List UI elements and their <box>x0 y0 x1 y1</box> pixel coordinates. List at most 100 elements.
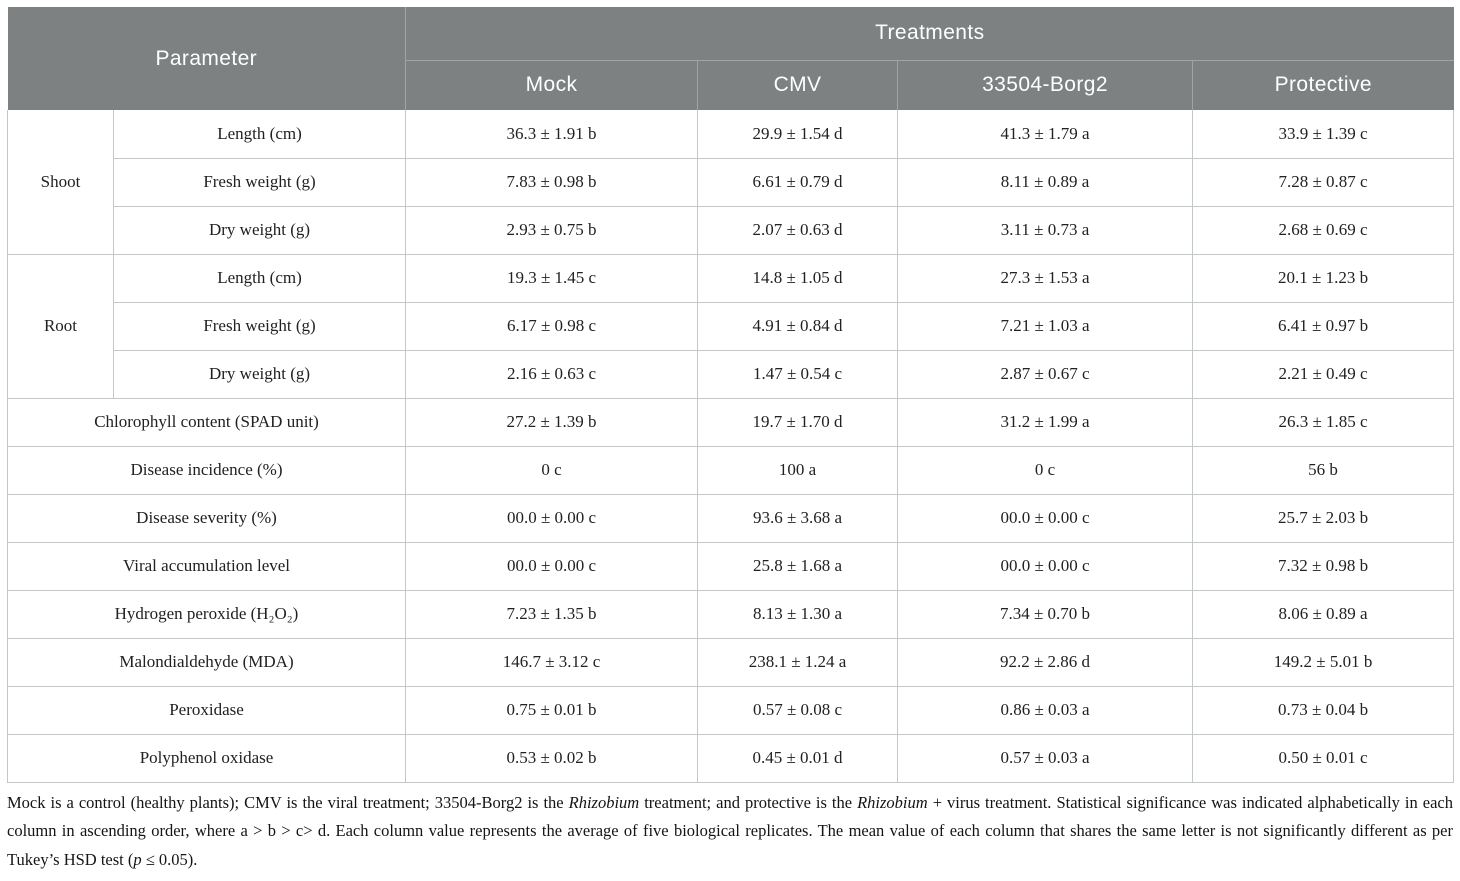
parameter-cell: Disease severity (%) <box>6 493 407 543</box>
table-row: Polyphenol oxidase 0.53 ± 0.02 b 0.45 ± 0.… <box>6 733 1455 783</box>
value-cell: 7.83 ± 0.98 b <box>405 157 699 207</box>
value-cell: 100 a <box>697 445 899 495</box>
value-cell: 7.23 ± 1.35 b <box>405 589 699 639</box>
footnote-text-segment: + virus treatment. Statistical significa… <box>7 792 1453 869</box>
value-cell: 31.2 ± 1.99 a <box>897 397 1194 447</box>
group-cell: Root <box>7 253 114 399</box>
table-row: Dry weight (g) 2.16 ± 0.63 c 1.47 ± 0.54 c… <box>8 349 1455 399</box>
value-cell: 19.3 ± 1.45 c <box>405 253 699 303</box>
value-cell: 0.53 ± 0.02 b <box>405 733 699 783</box>
table-row: Root Length (cm) 19.3 ± 1.45 c 14.8 ± 1.05 … <box>7 253 1455 399</box>
footnote-text-segment: treatment; and protective is the <box>639 792 858 812</box>
value-cell: 56 b <box>1192 445 1455 495</box>
value-cell: 25.7 ± 2.03 b <box>1192 493 1455 543</box>
value-cell: 146.7 ± 3.12 c <box>405 637 699 687</box>
table-row: Chlorophyll content (SPAD unit) 27.2 ± 1.… <box>6 397 1455 447</box>
value-cell: 2.16 ± 0.63 c <box>405 349 699 399</box>
value-cell: 29.9 ± 1.54 d <box>697 110 899 159</box>
value-cell: 0.50 ± 0.01 c <box>1192 733 1455 783</box>
value-cell: 41.3 ± 1.79 a <box>897 110 1194 159</box>
value-cell: 1.47 ± 0.54 c <box>697 349 899 399</box>
table-row: Hydrogen peroxide (H₂O₂) 7.23 ± 1.35 b 8.1… <box>6 589 1455 639</box>
table-row: Peroxidase 0.75 ± 0.01 b 0.57 ± 0.08 c 0.86… <box>6 685 1455 735</box>
parameter-cell: Length (cm) <box>112 253 407 303</box>
table-header: Parameter Treatments Mock CMV 33504-Borg… <box>7 7 1454 110</box>
footnote-text-segment: p <box>133 849 142 869</box>
value-cell: 2.93 ± 0.75 b <box>405 205 699 255</box>
value-cell: 25.8 ± 1.68 a <box>697 541 899 591</box>
value-cell: 27.2 ± 1.39 b <box>405 397 699 447</box>
value-cell: 8.06 ± 0.89 a <box>1192 589 1455 639</box>
parameter-cell: Malondialdehyde (MDA) <box>6 637 407 687</box>
value-cell: 00.0 ± 0.00 c <box>405 493 699 543</box>
value-cell: 2.07 ± 0.63 d <box>697 205 899 255</box>
footnote-text-segment: Mock is a control (healthy plants); CMV … <box>7 792 569 812</box>
table-row: Shoot Length (cm) 36.3 ± 1.91 b 29.9 ± 1.54… <box>7 110 1455 255</box>
value-cell: 27.3 ± 1.53 a <box>897 253 1194 303</box>
value-cell: 8.13 ± 1.30 a <box>697 589 899 639</box>
table-row: Disease severity (%) 00.0 ± 0.00 c 93.6 ± … <box>6 493 1455 543</box>
value-cell: 7.32 ± 0.98 b <box>1192 541 1455 591</box>
column-header-cmv: CMV <box>697 60 898 110</box>
table-row: Dry weight (g) 2.93 ± 0.75 b 2.07 ± 0.63 d… <box>8 205 1455 255</box>
column-header-parameter: Parameter <box>7 7 407 110</box>
value-cell: 8.11 ± 0.89 a <box>897 157 1194 207</box>
value-cell: 2.21 ± 0.49 c <box>1192 349 1455 399</box>
table-row: Fresh weight (g) 7.83 ± 0.98 b 6.61 ± 0.79… <box>8 157 1455 207</box>
footnote-text-segment: Rhizobium <box>568 792 640 812</box>
value-cell: 0.57 ± 0.08 c <box>697 685 899 735</box>
parameter-cell: Hydrogen peroxide (H₂O₂) <box>6 589 407 639</box>
parameter-cell: Length (cm) <box>112 110 407 159</box>
value-cell: 6.41 ± 0.97 b <box>1192 301 1455 351</box>
value-cell: 0.73 ± 0.04 b <box>1192 685 1455 735</box>
parameter-cell: Dry weight (g) <box>112 349 407 399</box>
column-header-protective: Protective <box>1192 60 1454 110</box>
column-header-treatments: Treatments <box>405 7 1454 61</box>
group-cell: Shoot <box>7 110 114 255</box>
value-cell: 20.1 ± 1.23 b <box>1192 253 1455 303</box>
column-header-mock: Mock <box>405 60 698 110</box>
header-row-top: Parameter Treatments <box>7 7 1454 110</box>
parameter-cell: Viral accumulation level <box>6 541 407 591</box>
value-cell: 14.8 ± 1.05 d <box>697 253 899 303</box>
value-cell: 33.9 ± 1.39 c <box>1192 110 1455 159</box>
value-cell: 36.3 ± 1.91 b <box>405 110 699 159</box>
value-cell: 00.0 ± 0.00 c <box>897 541 1194 591</box>
parameter-cell: Dry weight (g) <box>112 205 407 255</box>
footnote-text-segment: Rhizobium <box>857 792 928 812</box>
table-body: Shoot Length (cm) 36.3 ± 1.91 b 29.9 ± 1.54… <box>6 110 1455 783</box>
parameter-cell: Disease incidence (%) <box>6 445 407 495</box>
value-cell: 6.17 ± 0.98 c <box>405 301 699 351</box>
table-row: Fresh weight (g) 6.17 ± 0.98 c 4.91 ± 0.84… <box>8 301 1455 351</box>
value-cell: 7.34 ± 0.70 b <box>897 589 1194 639</box>
value-cell: 238.1 ± 1.24 a <box>697 637 899 687</box>
value-cell: 0.45 ± 0.01 d <box>697 733 899 783</box>
footnote-text-segment: ≤ 0.05). <box>141 849 198 869</box>
value-cell: 0.75 ± 0.01 b <box>405 685 699 735</box>
value-cell: 00.0 ± 0.00 c <box>897 493 1194 543</box>
parameter-cell: Peroxidase <box>6 685 407 735</box>
value-cell: 3.11 ± 0.73 a <box>897 205 1194 255</box>
treatments-table: Parameter Treatments Mock CMV 33504-Borg… <box>6 7 1455 783</box>
value-cell: 4.91 ± 0.84 d <box>697 301 899 351</box>
value-cell: 26.3 ± 1.85 c <box>1192 397 1455 447</box>
value-cell: 0.57 ± 0.03 a <box>897 733 1194 783</box>
parameter-cell: Polyphenol oxidase <box>6 733 407 783</box>
value-cell: 2.68 ± 0.69 c <box>1192 205 1455 255</box>
value-cell: 0 c <box>405 445 699 495</box>
value-cell: 92.2 ± 2.86 d <box>897 637 1194 687</box>
value-cell: 149.2 ± 5.01 b <box>1192 637 1455 687</box>
value-cell: 2.87 ± 0.67 c <box>897 349 1194 399</box>
table-row: Malondialdehyde (MDA) 146.7 ± 3.12 c 238.1… <box>6 637 1455 687</box>
parameter-cell: Chlorophyll content (SPAD unit) <box>6 397 407 447</box>
value-cell: 93.6 ± 3.68 a <box>697 493 899 543</box>
value-cell: 0 c <box>897 445 1194 495</box>
value-cell: 7.21 ± 1.03 a <box>897 301 1194 351</box>
column-header-33504-borg2: 33504-Borg2 <box>897 60 1193 110</box>
value-cell: 00.0 ± 0.00 c <box>405 541 699 591</box>
value-cell: 19.7 ± 1.70 d <box>697 397 899 447</box>
value-cell: 7.28 ± 0.87 c <box>1192 157 1455 207</box>
table-footnote: Mock is a control (healthy plants); CMV … <box>7 789 1453 875</box>
